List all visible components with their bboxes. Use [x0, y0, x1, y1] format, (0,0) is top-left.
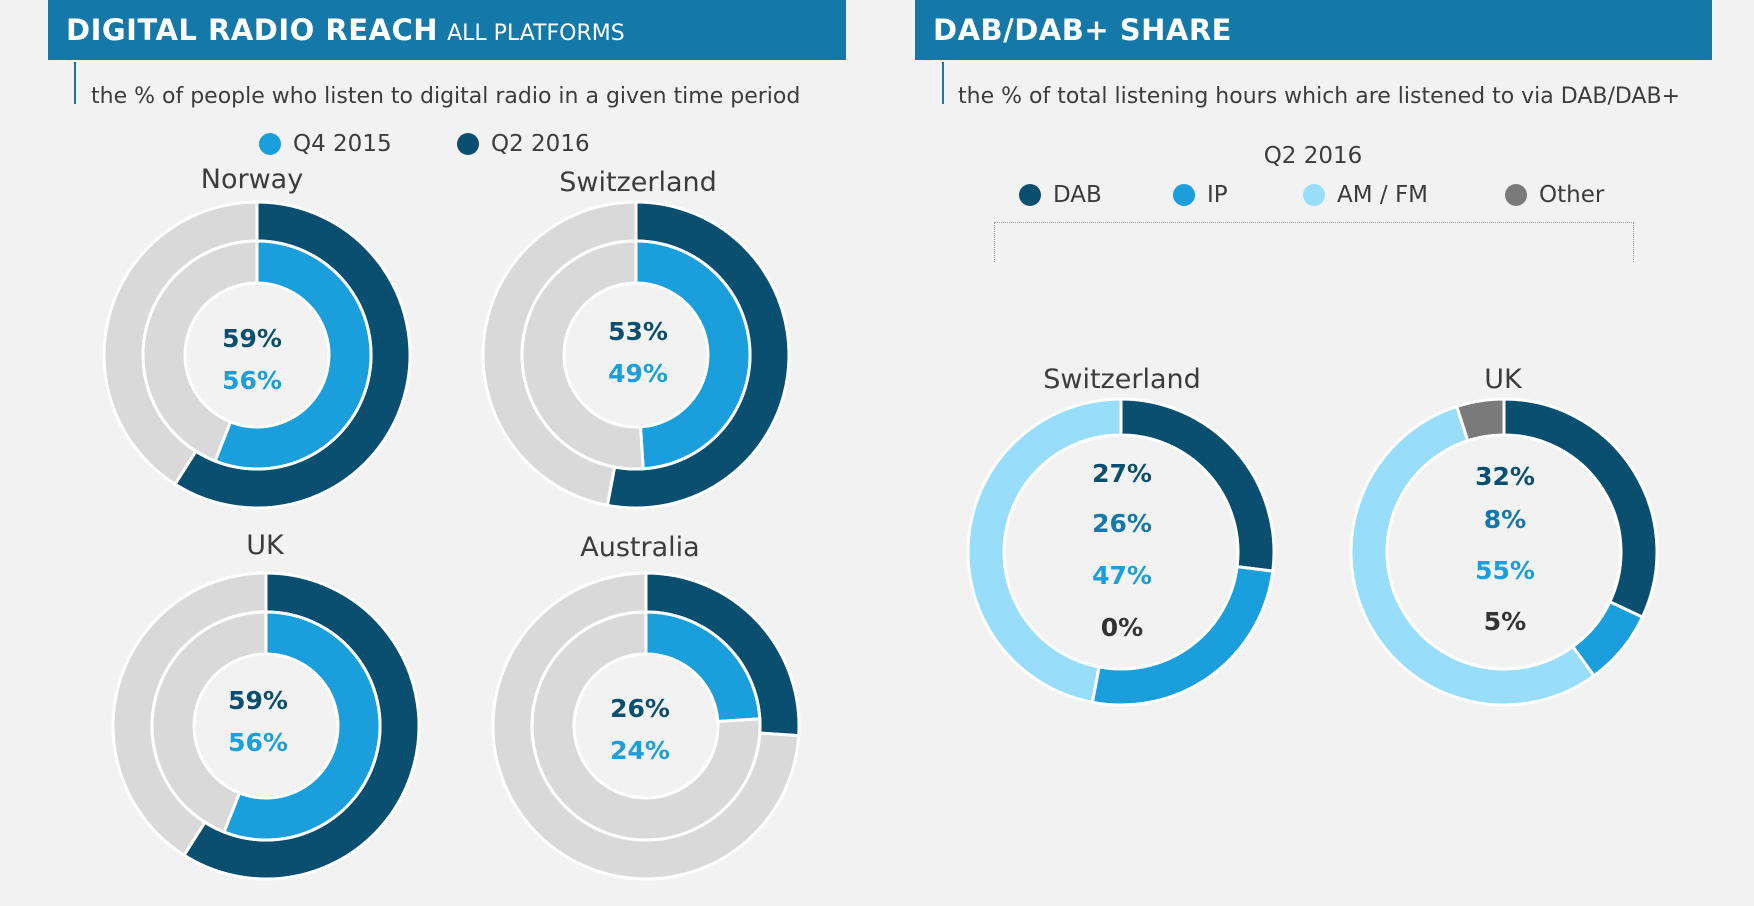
legend-ip: IP	[1173, 182, 1228, 208]
share-switzerland-am-fm-arc	[966, 397, 1123, 705]
reach-donut-norway	[102, 200, 412, 510]
legend-other: Other	[1505, 182, 1604, 208]
share-period: Q2 2016	[1263, 143, 1363, 169]
share-donut-switzerland	[966, 397, 1276, 707]
reach-country-uk: UK	[246, 530, 284, 561]
legend-amfm-label: AM / FM	[1337, 182, 1429, 208]
reach-switzerland-q2-value: 53%	[608, 317, 668, 346]
reach-donut-australia	[491, 571, 801, 881]
share-switzerland-other-value: 0%	[1100, 613, 1144, 642]
share-country-uk: UK	[1484, 364, 1522, 395]
reach-norway-donut-hole	[187, 285, 327, 425]
reach-banner: DIGITAL RADIO REACH ALL PLATFORMS	[48, 0, 846, 60]
share-uk-other-value: 5%	[1483, 607, 1527, 636]
reach-norway-q4-2015-remainder-arc	[141, 239, 259, 463]
reach-switzerland-q4-2015-remainder-arc	[520, 239, 645, 471]
reach-norway-q4-2015-arc	[213, 239, 373, 471]
share-switzerland-amfm-value: 47%	[1092, 561, 1152, 590]
legend-dab-label: DAB	[1053, 182, 1102, 208]
reach-subtitle-bar	[74, 62, 76, 104]
reach-donut-switzerland	[481, 200, 791, 510]
reach-country-switzerland: Switzerland	[559, 167, 717, 198]
reach-country-norway: Norway	[200, 164, 304, 195]
reach-uk-q4-2015-arc	[222, 610, 382, 842]
share-uk-amfm-value: 55%	[1475, 556, 1535, 585]
legend-ip-label: IP	[1207, 182, 1228, 208]
legend-q2-2016-swatch	[457, 133, 479, 155]
share-title: DAB/DAB+ SHARE	[933, 13, 1232, 47]
legend-q2-2016: Q2 2016	[457, 131, 590, 157]
reach-switzerland-q4-2015-arc	[634, 239, 752, 471]
reach-australia-q4-value: 24%	[610, 736, 670, 765]
reach-switzerland-q4-value: 49%	[608, 359, 668, 388]
legend-bracket	[994, 222, 1634, 262]
share-uk-donut-hole	[1389, 437, 1619, 667]
legend-dab: DAB	[1019, 182, 1102, 208]
reach-subtitle: the % of people who listen to digital ra…	[91, 84, 801, 109]
reach-title-suffix: ALL PLATFORMS	[447, 21, 625, 46]
share-uk-dab-value: 32%	[1475, 462, 1535, 491]
reach-country-australia: Australia	[580, 532, 700, 563]
legend-q4-2015: Q4 2015	[259, 131, 392, 157]
reach-donut-uk	[111, 571, 421, 881]
reach-australia-donut-hole	[576, 656, 716, 796]
legend-amfm-swatch	[1303, 184, 1325, 206]
share-uk-ip-value: 8%	[1483, 505, 1527, 534]
legend-dab-swatch	[1019, 184, 1041, 206]
share-switzerland-dab-value: 27%	[1092, 459, 1152, 488]
share-subtitle: the % of total listening hours which are…	[958, 84, 1681, 109]
legend-q2-2016-label: Q2 2016	[491, 131, 590, 157]
share-uk-other-arc	[1454, 397, 1506, 443]
reach-title: DIGITAL RADIO REACH	[66, 13, 439, 47]
reach-uk-donut-hole	[196, 656, 336, 796]
reach-australia-q4-2015-remainder-arc	[530, 610, 762, 842]
share-country-switzerland: Switzerland	[1043, 364, 1201, 395]
reach-australia-q2-value: 26%	[610, 694, 670, 723]
share-switzerland-donut-hole	[1006, 437, 1236, 667]
share-uk-am-fm-arc	[1349, 404, 1597, 707]
legend-ip-swatch	[1173, 184, 1195, 206]
reach-switzerland-donut-hole	[566, 285, 706, 425]
legend-q4-2015-label: Q4 2015	[293, 131, 392, 157]
share-donut-uk	[1349, 397, 1659, 707]
reach-uk-q4-2015-remainder-arc	[150, 610, 268, 834]
reach-uk-q2-value: 59%	[228, 686, 288, 715]
reach-norway-q4-value: 56%	[222, 366, 282, 395]
reach-uk-q4-value: 56%	[228, 728, 288, 757]
legend-other-swatch	[1505, 184, 1527, 206]
reach-norway-q2-value: 59%	[222, 324, 282, 353]
share-banner: DAB/DAB+ SHARE	[915, 0, 1712, 60]
legend-q4-2015-swatch	[259, 133, 281, 155]
share-subtitle-bar	[942, 62, 944, 104]
legend-amfm: AM / FM	[1303, 182, 1428, 208]
share-switzerland-ip-value: 26%	[1092, 509, 1152, 538]
legend-other-label: Other	[1539, 182, 1605, 208]
